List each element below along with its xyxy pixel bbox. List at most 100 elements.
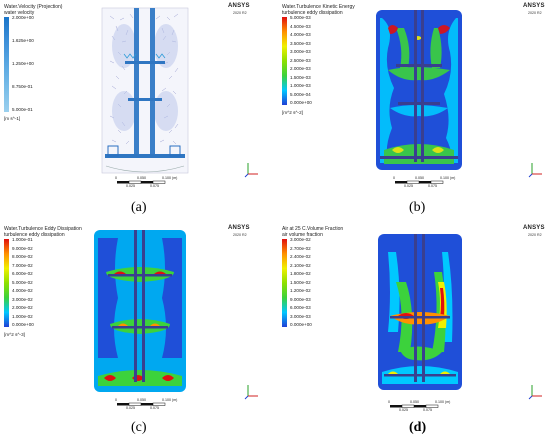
panel-caption: (b) bbox=[409, 200, 426, 215]
legend-tick: 5.000e-01 bbox=[12, 107, 33, 112]
legend-tick: 2.000e+00 bbox=[12, 15, 34, 20]
panel-a: Water.Velocity (Projection) water veloci… bbox=[0, 0, 270, 215]
legend-tick: 0.000e+00 bbox=[290, 100, 312, 105]
scale-label: 0 bbox=[388, 400, 390, 404]
scale-label: 0 bbox=[115, 398, 117, 402]
scale-label: 0.100 (m) bbox=[440, 176, 456, 180]
legend-tick: 1.500e-03 bbox=[290, 74, 311, 80]
scale-label: 0 bbox=[115, 176, 117, 180]
scale-label: 0.100 (m) bbox=[162, 176, 178, 180]
legend-title: Water.Velocity (Projection) bbox=[4, 4, 63, 10]
legend-tick: 3.500e-03 bbox=[290, 40, 311, 46]
scale-label: 0.025 bbox=[126, 184, 135, 188]
legend-tick: 8.750e-01 bbox=[12, 84, 33, 89]
color-legend-bar bbox=[282, 239, 287, 327]
legend-subtitle: water velocity bbox=[4, 10, 35, 16]
legend-tick: 4.000e-02 bbox=[12, 288, 33, 293]
legend-tick: 1.500e-02 bbox=[290, 279, 311, 285]
legend-tick: 6.000e-02 bbox=[12, 271, 33, 276]
legend-tick: 8.000e-02 bbox=[12, 254, 33, 259]
legend-tick: 3.000e-02 bbox=[12, 296, 33, 302]
panel-caption: (d) bbox=[409, 420, 427, 435]
contour-plot bbox=[378, 234, 462, 390]
scale-label: 0 bbox=[393, 176, 395, 180]
ansys-logo: ANSYS bbox=[523, 225, 545, 231]
scale-label: 0.075 bbox=[428, 184, 437, 188]
contour-plot bbox=[376, 10, 462, 170]
ansys-version: 2020 R2 bbox=[528, 11, 542, 15]
legend-tick: 7.000e-02 bbox=[12, 262, 33, 268]
scale-bar bbox=[117, 180, 166, 184]
legend-tick: 3.000e-02 bbox=[290, 237, 311, 242]
legend-tick: 0.000e+00 bbox=[12, 322, 34, 327]
legend-title: Water.Turbulence Kinetic Energy bbox=[282, 4, 355, 10]
legend-tick: 1.800e-02 bbox=[290, 271, 311, 276]
legend-tick: 9.000e-03 bbox=[290, 296, 311, 302]
axis-triad-icon bbox=[244, 385, 258, 400]
ansys-version: 2020 R2 bbox=[233, 233, 247, 237]
contour-plot bbox=[94, 230, 186, 392]
legend-subtitle: turbulence eddy dissipation bbox=[4, 232, 65, 238]
legend-tick: 1.000e-01 bbox=[12, 237, 33, 242]
legend-tick: 2.700e-02 bbox=[290, 245, 311, 251]
legend-tick: 2.400e-02 bbox=[290, 254, 311, 259]
legend-tick: 3.000e-03 bbox=[290, 313, 311, 319]
scale-label: 0.050 bbox=[137, 398, 146, 402]
panel-c: Water.Turbulence Eddy Dissipation turbul… bbox=[0, 222, 270, 435]
legend-tick: 2.000e-03 bbox=[290, 66, 311, 71]
legend-tick: 2.500e-03 bbox=[290, 57, 311, 63]
legend-tick: 1.000e-02 bbox=[12, 313, 33, 319]
scale-label: 0.075 bbox=[150, 406, 159, 410]
scale-label: 0.075 bbox=[423, 408, 432, 412]
panel-b: Water.Turbulence Kinetic Energy turbulen… bbox=[278, 0, 548, 215]
ansys-logo: ANSYS bbox=[523, 3, 545, 9]
legend-tick: 5.000e-04 bbox=[290, 91, 311, 97]
scale-label: 0.025 bbox=[404, 184, 413, 188]
legend-tick: 9.000e-02 bbox=[12, 245, 33, 251]
scale-label: 0.050 bbox=[415, 176, 424, 180]
axis-triad-icon bbox=[244, 163, 258, 178]
color-legend-bar bbox=[4, 17, 9, 112]
scale-label: 0.025 bbox=[399, 408, 408, 412]
color-legend-bar bbox=[282, 17, 287, 105]
scale-bar bbox=[117, 402, 166, 406]
legend-tick: 5.000e-03 bbox=[290, 15, 311, 20]
legend-units: [m^2 s^-3] bbox=[4, 332, 25, 337]
panel-caption: (c) bbox=[131, 420, 147, 435]
legend-title: Water.Turbulence Eddy Dissipation bbox=[4, 226, 82, 232]
scale-label: 0.100 (m) bbox=[435, 400, 451, 404]
panel-d: Air at 25 C.Volume Fraction air volume f… bbox=[278, 222, 548, 435]
legend-units: [m s^-1] bbox=[4, 116, 21, 121]
axis-triad-icon bbox=[528, 163, 542, 178]
scale-label: 0.100 (m) bbox=[162, 398, 178, 402]
legend-subtitle: air volume fraction bbox=[282, 232, 323, 238]
legend-subtitle: turbulence eddy dissipation bbox=[282, 10, 343, 16]
axis-triad-icon bbox=[528, 385, 542, 400]
legend-units: [m^2 s^-2] bbox=[282, 110, 303, 115]
scale-label: 0.025 bbox=[126, 406, 135, 410]
legend-tick: 6.000e-03 bbox=[290, 305, 311, 310]
ansys-logo: ANSYS bbox=[228, 3, 250, 9]
ansys-version: 2020 R2 bbox=[528, 233, 542, 237]
legend-tick: 2.000e-02 bbox=[12, 305, 33, 310]
scale-label: 0.050 bbox=[410, 400, 419, 404]
legend-tick: 2.100e-02 bbox=[290, 262, 311, 268]
legend-tick: 4.000e-03 bbox=[290, 32, 311, 37]
color-legend-bar bbox=[4, 239, 9, 327]
legend-tick: 1.625e+00 bbox=[12, 38, 34, 43]
legend-tick: 1.250e+00 bbox=[12, 61, 34, 66]
velocity-vector-field bbox=[101, 7, 189, 174]
legend-tick: 4.500e-03 bbox=[290, 23, 311, 29]
scale-label: 0.050 bbox=[137, 176, 146, 180]
ansys-logo: ANSYS bbox=[228, 225, 250, 231]
panel-caption: (a) bbox=[131, 200, 147, 215]
legend-tick: 1.000e-03 bbox=[290, 83, 311, 88]
legend-tick: 0.000e+00 bbox=[290, 322, 312, 327]
ansys-version: 2020 R2 bbox=[233, 11, 247, 15]
legend-tick: 1.200e-02 bbox=[290, 288, 311, 293]
scale-label: 0.075 bbox=[150, 184, 159, 188]
legend-tick: 3.000e-03 bbox=[290, 49, 311, 54]
legend-tick: 5.000e-02 bbox=[12, 279, 33, 285]
scale-bar bbox=[390, 404, 439, 408]
legend-title: Air at 25 C.Volume Fraction bbox=[282, 226, 344, 232]
